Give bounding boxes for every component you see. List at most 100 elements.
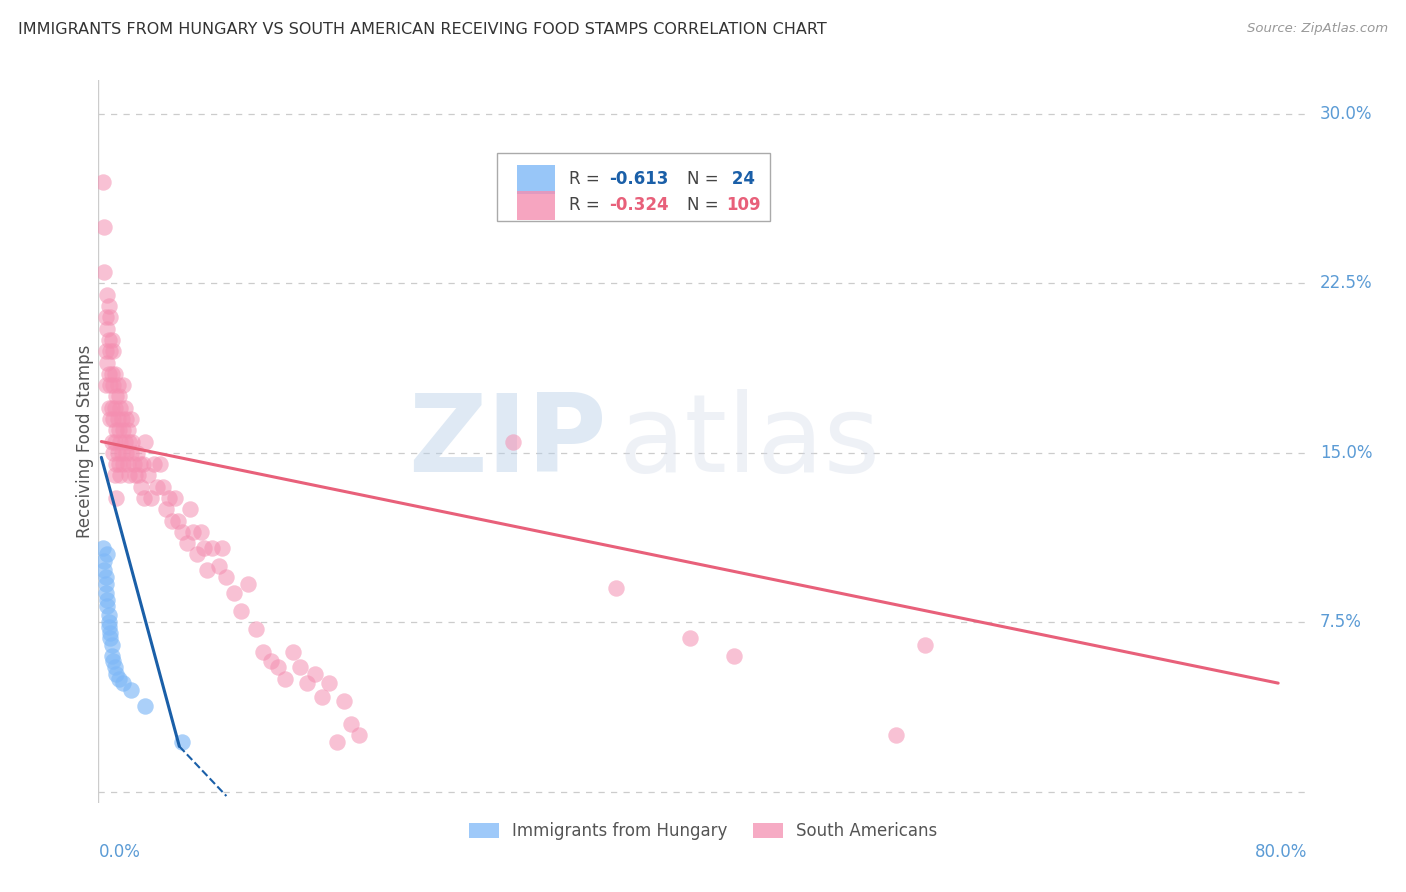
Point — [108, 423, 131, 437]
Point — [190, 524, 212, 539]
Point — [114, 434, 136, 449]
Point — [96, 355, 118, 369]
Point — [259, 654, 281, 668]
FancyBboxPatch shape — [498, 153, 769, 221]
Point — [110, 434, 132, 449]
Point — [884, 728, 907, 742]
Point — [98, 344, 121, 359]
Point — [325, 735, 347, 749]
Point — [347, 728, 370, 742]
Point — [131, 457, 153, 471]
Text: atlas: atlas — [619, 389, 880, 494]
Point — [112, 423, 135, 437]
Point — [128, 457, 150, 471]
Text: 80.0%: 80.0% — [1256, 843, 1308, 861]
FancyBboxPatch shape — [517, 191, 555, 219]
Legend: Immigrants from Hungary, South Americans: Immigrants from Hungary, South Americans — [461, 814, 945, 848]
Text: 24: 24 — [725, 170, 755, 188]
Point — [96, 548, 118, 562]
Text: 0.0%: 0.0% — [98, 843, 141, 861]
Point — [288, 660, 311, 674]
Point — [97, 620, 120, 634]
Point — [91, 175, 114, 189]
Point — [179, 502, 201, 516]
Text: 30.0%: 30.0% — [1320, 105, 1372, 123]
Point — [172, 524, 194, 539]
Point — [97, 401, 120, 415]
Point — [125, 446, 148, 460]
Point — [149, 457, 172, 471]
Point — [267, 660, 290, 674]
Point — [297, 676, 319, 690]
Point — [101, 412, 124, 426]
Point — [93, 265, 115, 279]
Point — [115, 412, 138, 426]
Point — [104, 468, 127, 483]
Point — [141, 491, 163, 505]
Point — [193, 541, 215, 555]
Point — [98, 626, 121, 640]
Point — [96, 287, 118, 301]
Point — [97, 608, 120, 623]
Point — [120, 682, 142, 697]
Text: N =: N = — [688, 170, 724, 188]
Point — [208, 558, 231, 573]
Point — [98, 310, 121, 325]
Point — [215, 570, 238, 584]
Point — [96, 592, 118, 607]
Point — [118, 468, 141, 483]
Point — [104, 401, 127, 415]
Point — [93, 563, 115, 577]
Text: 22.5%: 22.5% — [1320, 275, 1372, 293]
Y-axis label: Receiving Food Stamps: Receiving Food Stamps — [76, 345, 94, 538]
Point — [105, 457, 128, 471]
Text: Source: ZipAtlas.com: Source: ZipAtlas.com — [1247, 22, 1388, 36]
Point — [97, 333, 120, 347]
Point — [195, 563, 218, 577]
Point — [157, 491, 180, 505]
Point — [120, 446, 142, 460]
Point — [107, 378, 129, 392]
Point — [93, 554, 115, 568]
Point — [155, 502, 177, 516]
Point — [100, 648, 122, 663]
Point — [124, 468, 146, 483]
Point — [94, 344, 117, 359]
Point — [163, 491, 186, 505]
Point — [281, 644, 304, 658]
Point — [108, 672, 131, 686]
Point — [318, 676, 340, 690]
Point — [98, 378, 121, 392]
Point — [100, 401, 122, 415]
Point — [120, 412, 142, 426]
Point — [111, 412, 134, 426]
Point — [96, 321, 118, 335]
Point — [172, 735, 194, 749]
Point — [117, 457, 139, 471]
Point — [97, 615, 120, 630]
Point — [211, 541, 233, 555]
Point — [914, 638, 936, 652]
Point — [166, 514, 188, 528]
Point — [94, 576, 117, 591]
Point — [100, 434, 122, 449]
Point — [104, 367, 127, 381]
Point — [93, 220, 115, 235]
Point — [134, 698, 156, 713]
Point — [152, 480, 174, 494]
Point — [105, 389, 128, 403]
Text: N =: N = — [688, 196, 724, 214]
Point — [146, 480, 169, 494]
Point — [101, 446, 124, 460]
Point — [101, 378, 124, 392]
Point — [115, 446, 138, 460]
Point — [98, 412, 121, 426]
Point — [176, 536, 198, 550]
Point — [238, 576, 260, 591]
Point — [97, 299, 120, 313]
Point — [245, 622, 267, 636]
Point — [138, 468, 160, 483]
Point — [112, 378, 135, 392]
Point — [107, 412, 129, 426]
Text: 15.0%: 15.0% — [1320, 444, 1372, 462]
